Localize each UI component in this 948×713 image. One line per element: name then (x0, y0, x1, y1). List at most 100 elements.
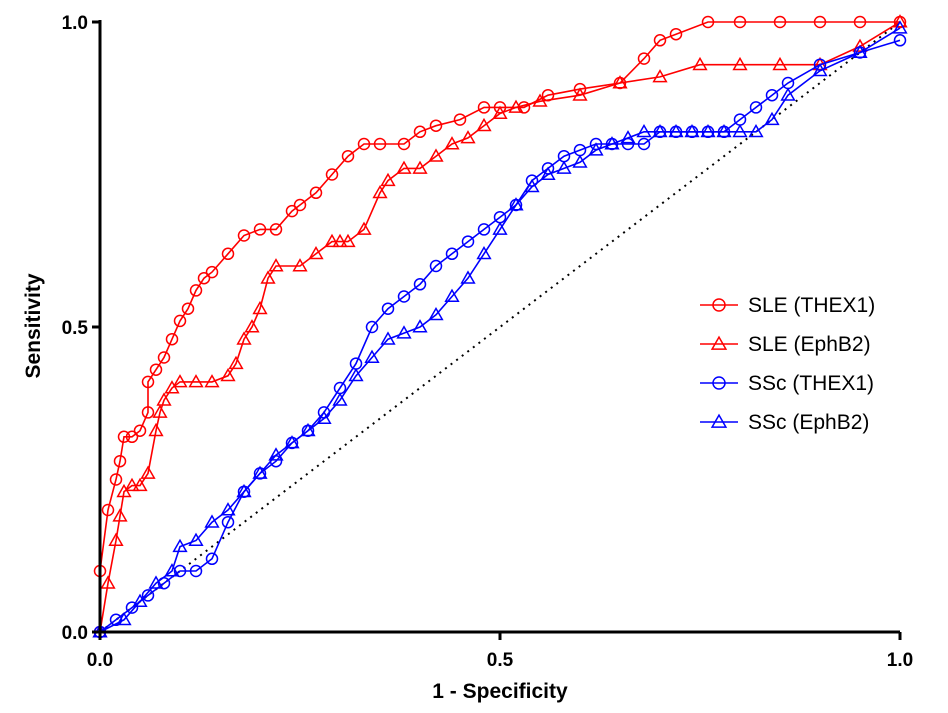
data-point-sle-thex1 (733, 15, 747, 29)
data-point-sle-thex1 (173, 314, 187, 328)
data-point-sle-thex1 (181, 302, 195, 315)
data-point-ssc-ephb2 (892, 20, 908, 34)
data-point-ssc-thex1 (141, 589, 155, 602)
data-point-sle-ephb2 (132, 477, 148, 492)
data-point-ssc-ephb2 (540, 166, 556, 180)
data-point-sle-thex1 (293, 198, 307, 212)
data-point-sle-thex1 (341, 149, 355, 163)
legend-item-sle-thex1: SLE (THEX1) (700, 294, 875, 317)
data-point-sle-ephb2 (220, 367, 236, 382)
x-tick-label: 0.5 (487, 650, 514, 671)
data-point-sle-ephb2 (532, 93, 548, 107)
data-point-sle-thex1 (117, 430, 131, 444)
series-line-sle-ephb2 (99, 21, 901, 633)
data-point-ssc-ephb2 (116, 611, 132, 626)
data-point-sle-ephb2 (340, 233, 356, 248)
data-point-ssc-ephb2 (812, 62, 828, 77)
data-point-ssc-ephb2 (524, 178, 540, 193)
data-point-ssc-ephb2 (332, 392, 348, 406)
series-ssc-thex1 (93, 34, 907, 639)
data-point-sle-thex1 (197, 271, 211, 285)
data-point-sle-thex1 (113, 454, 127, 468)
data-point-ssc-ephb2 (620, 130, 636, 144)
data-point-ssc-thex1 (205, 552, 219, 566)
data-point-ssc-ephb2 (300, 422, 316, 437)
data-point-ssc-ephb2 (700, 123, 716, 138)
data-point-sle-ephb2 (356, 221, 372, 235)
data-point-sle-ephb2 (100, 575, 116, 589)
data-point-sle-thex1 (669, 27, 683, 41)
data-point-ssc-ephb2 (148, 575, 164, 589)
data-point-sle-thex1 (637, 52, 651, 65)
data-point-ssc-thex1 (429, 259, 443, 273)
data-point-ssc-ephb2 (268, 447, 284, 461)
data-point-ssc-ephb2 (204, 514, 220, 528)
data-point-sle-thex1 (773, 15, 787, 29)
data-point-sle-ephb2 (476, 117, 492, 132)
data-point-sle-thex1 (141, 406, 155, 419)
data-point-ssc-ephb2 (396, 325, 412, 339)
data-point-sle-ephb2 (380, 172, 396, 187)
data-point-sle-thex1 (477, 101, 491, 114)
x-tick-label: 0.0 (87, 650, 113, 671)
data-point-ssc-ephb2 (316, 410, 332, 424)
data-point-ssc-thex1 (637, 137, 651, 151)
data-point-ssc-ephb2 (476, 245, 492, 260)
data-point-ssc-thex1 (765, 88, 779, 102)
data-point-ssc-ephb2 (780, 87, 796, 101)
data-point-ssc-ephb2 (508, 197, 524, 211)
series-sle-thex1 (93, 15, 907, 639)
data-point-ssc-thex1 (477, 223, 491, 236)
data-point-ssc-thex1 (445, 247, 459, 261)
data-point-sle-ephb2 (852, 38, 868, 52)
data-point-sle-ephb2 (892, 14, 908, 28)
data-point-sle-ephb2 (324, 233, 340, 248)
data-point-ssc-ephb2 (364, 349, 380, 363)
data-point-sle-thex1 (205, 265, 219, 279)
data-point-sle-thex1 (189, 284, 203, 297)
data-point-ssc-thex1 (365, 320, 379, 334)
data-point-sle-thex1 (413, 125, 427, 139)
data-point-sle-ephb2 (112, 508, 128, 522)
data-point-sle-thex1 (853, 15, 867, 29)
data-point-ssc-ephb2 (572, 154, 588, 168)
data-point-ssc-ephb2 (164, 563, 180, 577)
legend-label: SLE (THEX1) (748, 294, 875, 317)
data-point-sle-ephb2 (236, 331, 252, 345)
data-point-sle-ephb2 (228, 355, 244, 370)
data-point-sle-ephb2 (148, 422, 164, 437)
data-point-sle-thex1 (453, 113, 467, 126)
data-point-sle-ephb2 (172, 374, 188, 388)
data-point-sle-thex1 (397, 137, 411, 151)
data-point-ssc-ephb2 (172, 538, 188, 553)
legend-label: SLE (EphB2) (748, 333, 871, 356)
data-point-ssc-ephb2 (444, 288, 460, 302)
data-point-ssc-thex1 (381, 302, 395, 315)
legend-item-sle-ephb2: SLE (EphB2) (700, 333, 871, 356)
data-point-sle-ephb2 (308, 245, 324, 260)
data-point-ssc-ephb2 (348, 367, 364, 382)
data-point-sle-ephb2 (188, 374, 204, 388)
legend-marker-sle-ephb2 (710, 335, 728, 350)
data-point-ssc-thex1 (893, 34, 907, 47)
data-point-sle-thex1 (373, 137, 387, 151)
legend-label: SSc (EphB2) (748, 411, 869, 434)
data-point-sle-thex1 (429, 119, 443, 132)
data-point-sle-thex1 (285, 204, 299, 218)
data-point-sle-ephb2 (508, 99, 524, 113)
data-point-sle-ephb2 (292, 258, 308, 272)
data-point-ssc-ephb2 (604, 136, 620, 150)
x-axis-title: 1 - Specificity (432, 680, 568, 703)
legend: SLE (THEX1) SLE (EphB2) SSc (THEX1) SSc (Ep… (700, 294, 875, 434)
data-point-sle-ephb2 (260, 270, 276, 284)
data-point-sle-ephb2 (124, 477, 140, 492)
data-point-ssc-thex1 (125, 601, 139, 614)
data-point-ssc-thex1 (413, 278, 427, 291)
data-point-sle-ephb2 (252, 300, 268, 315)
data-point-ssc-ephb2 (732, 123, 748, 138)
data-point-ssc-thex1 (397, 290, 411, 303)
data-point-sle-ephb2 (396, 160, 412, 174)
data-point-sle-ephb2 (108, 532, 124, 546)
data-point-sle-ephb2 (652, 69, 668, 83)
